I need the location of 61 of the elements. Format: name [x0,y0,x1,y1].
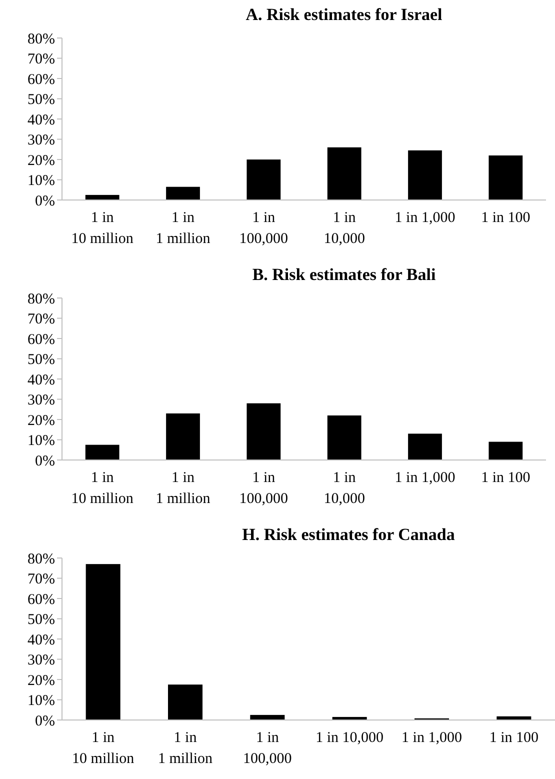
y-tick-label: 0% [35,453,55,470]
x-tick-label: 1 in 1 million [158,730,214,767]
x-tick-label: 1 in 1 million [156,210,211,247]
x-tick-label: 1 in 1 million [156,470,211,507]
x-tick-label: 1 in 10,000 [316,730,384,746]
y-tick-label: 60% [28,592,55,608]
y-tick-label: 0% [35,193,55,210]
x-tick-label: 1 in 10 million [71,210,134,247]
chart-title: H. Risk estimates for Canada [242,525,456,544]
x-tick-label: 1 in 100,000 [243,730,292,767]
y-tick-label: 20% [28,152,55,169]
x-tick-label: 1 in 1,000 [394,210,456,226]
y-tick-label: 40% [28,632,55,648]
y-tick-label: 80% [28,31,55,48]
bar [168,684,203,720]
y-tick-label: 10% [28,433,55,449]
y-tick-label: 20% [28,412,55,429]
x-tick-label: 1 in 100 [489,730,539,746]
y-tick-label: 80% [28,291,55,308]
y-tick-label: 50% [28,92,55,108]
chart-title: B. Risk estimates for Bali [252,265,436,284]
bar [408,150,442,200]
bar [85,444,120,460]
bar [327,147,362,200]
x-tick-label: 1 in 10 million [71,470,134,507]
y-tick-label: 30% [28,392,55,408]
bar [488,442,523,460]
bar [408,434,442,460]
x-tick-label: 1 in 1,000 [394,470,456,486]
bar [488,155,523,200]
y-tick-label: 0% [35,713,55,730]
x-tick-label: 1 in 100 [481,470,530,486]
y-tick-label: 70% [28,52,55,68]
chart-title: A. Risk estimates for Israel [246,5,443,24]
x-tick-label: 1 in 100,000 [239,210,288,247]
x-tick-label: 1 in 10 million [72,730,135,767]
y-tick-label: 60% [28,332,55,348]
x-tick-label: 1 in 100,000 [239,470,288,507]
bar [166,186,200,200]
y-tick-label: 10% [28,173,55,189]
y-tick-label: 30% [28,652,55,668]
y-tick-label: 60% [28,72,55,88]
x-tick-label: 1 in 10,000 [324,210,365,247]
bar [246,160,281,200]
y-tick-label: 20% [28,672,55,689]
y-tick-label: 70% [28,572,55,588]
y-tick-label: 80% [28,551,55,568]
y-tick-label: 50% [28,612,55,628]
x-tick-label: 1 in 10,000 [324,470,365,507]
bar [246,403,281,460]
bar [166,413,200,460]
y-tick-label: 10% [28,693,55,709]
y-tick-label: 70% [28,312,55,328]
x-tick-label: 1 in 100 [481,210,530,226]
y-tick-label: 50% [28,352,55,368]
y-tick-label: 30% [28,132,55,148]
bar [327,415,362,460]
x-tick-label: 1 in 1,000 [402,730,462,746]
y-tick-label: 40% [28,112,55,128]
y-tick-label: 40% [28,372,55,388]
bar [86,564,120,720]
